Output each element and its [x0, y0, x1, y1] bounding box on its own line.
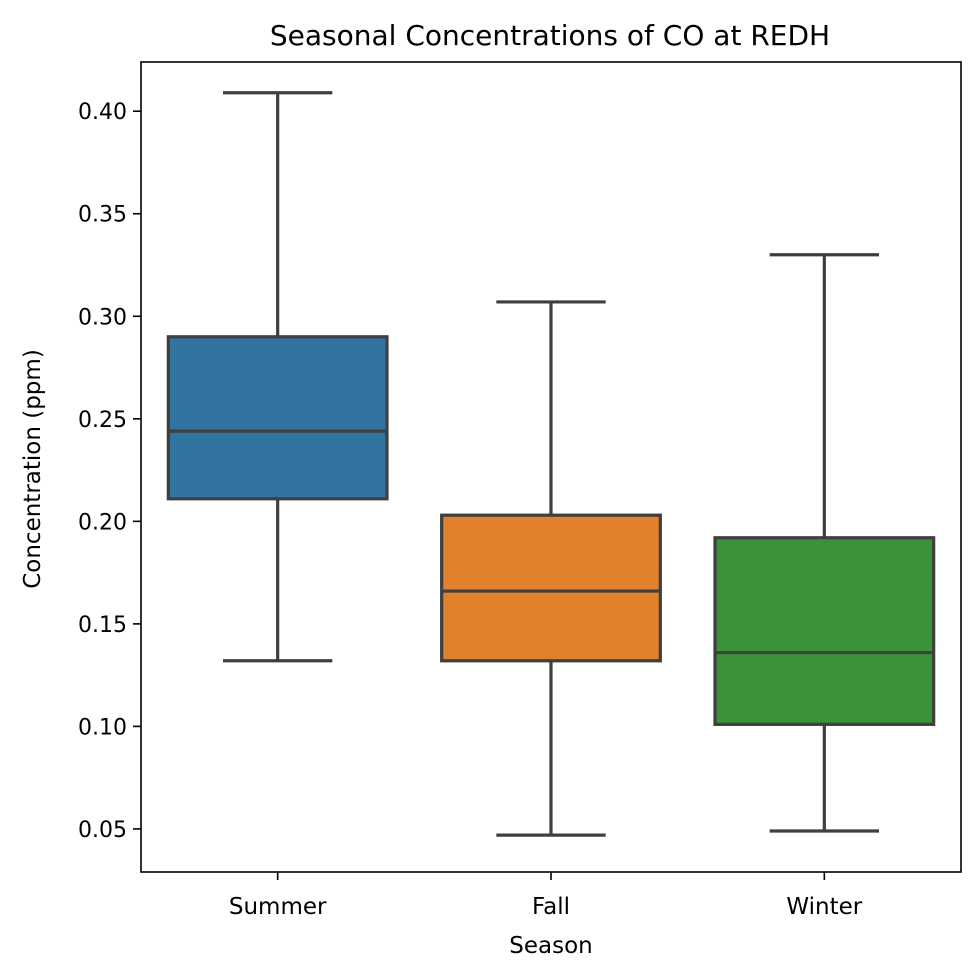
x-tick-label: Winter [786, 894, 862, 920]
y-axis: 0.05 0.10 0.15 0.20 0.25 0.30 0.35 0.40 [78, 100, 141, 843]
chart-title: Seasonal Concentrations of CO at REDH [270, 19, 830, 52]
box-winter [713, 253, 936, 833]
iqr-box [713, 536, 936, 726]
iqr-box [166, 335, 389, 501]
y-tick-label: 0.10 [78, 715, 127, 740]
plot-area [166, 91, 936, 837]
x-axis-label: Season [509, 933, 592, 959]
y-tick-label: 0.30 [78, 305, 127, 330]
y-tick-label: 0.05 [78, 818, 127, 843]
y-axis-label: Concentration (ppm) [20, 349, 46, 589]
x-axis: Summer Fall Winter [229, 872, 863, 920]
box-fall [440, 300, 662, 837]
plot-frame [140, 61, 962, 873]
y-tick-label: 0.20 [78, 510, 127, 535]
x-tick-label: Summer [229, 894, 327, 920]
x-tick-label: Fall [532, 894, 570, 920]
y-tick-label: 0.40 [78, 100, 127, 125]
y-tick-label: 0.15 [78, 613, 127, 638]
iqr-box [440, 513, 662, 663]
y-tick-label: 0.35 [78, 203, 127, 228]
y-tick-label: 0.25 [78, 408, 127, 433]
box-summer [166, 91, 389, 663]
